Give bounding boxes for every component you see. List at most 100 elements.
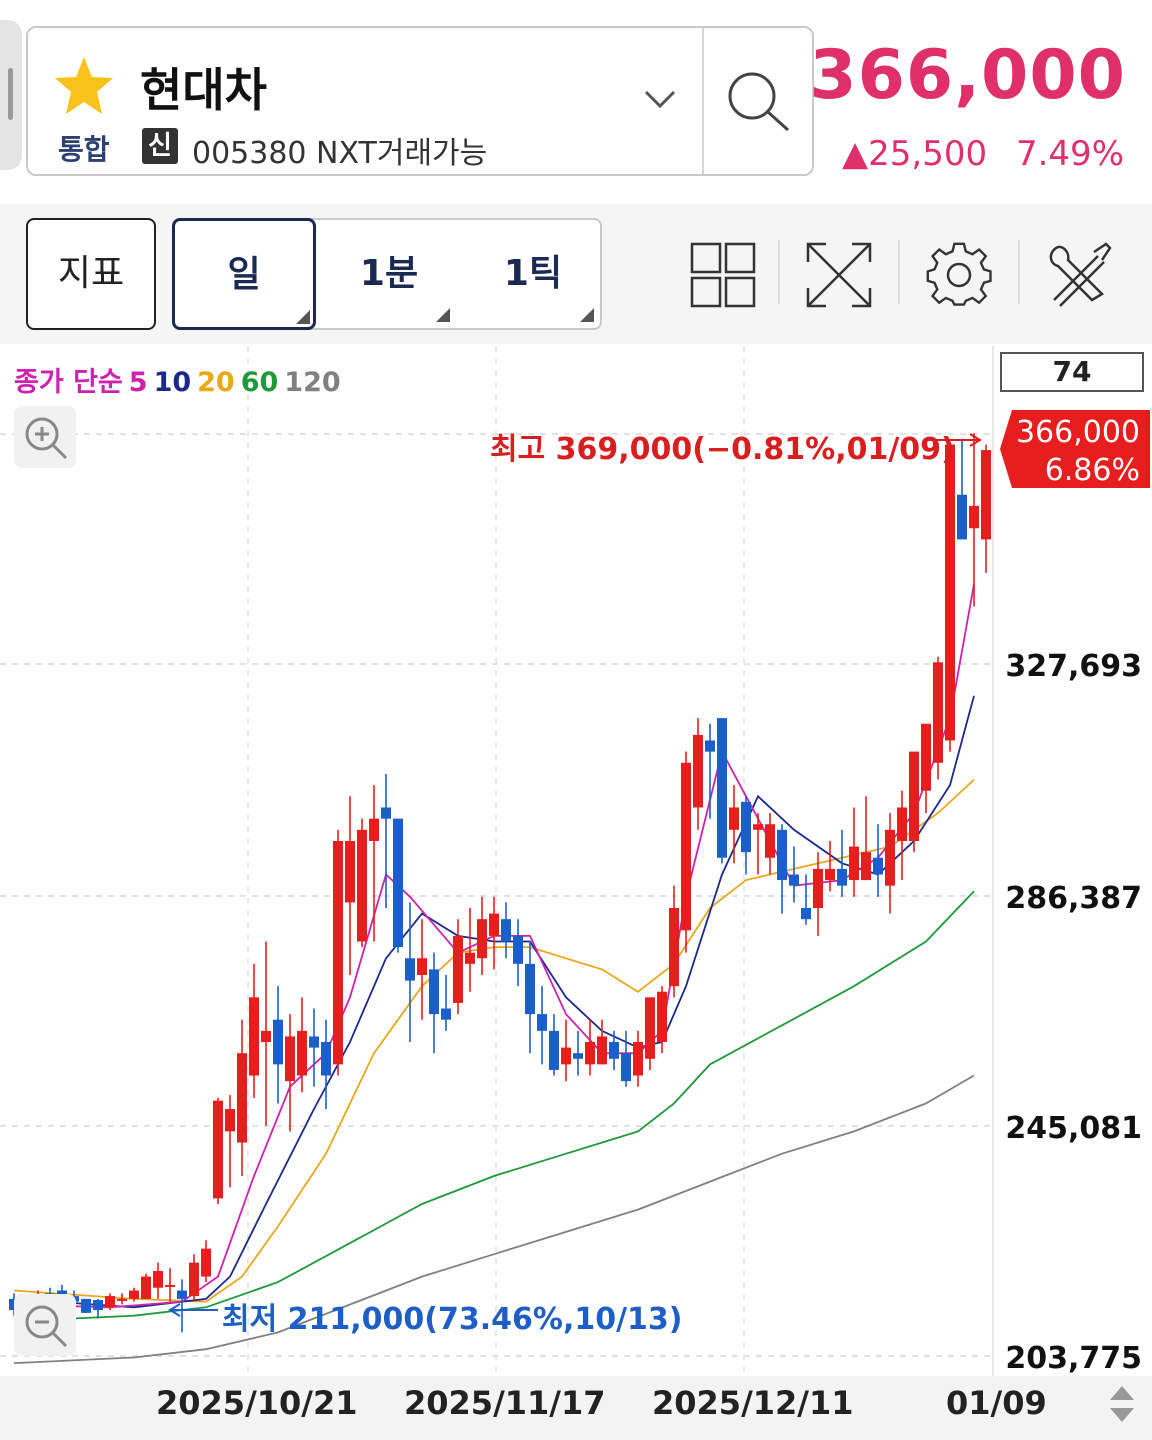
toolbar-separator <box>1018 240 1020 304</box>
candle <box>921 723 931 814</box>
candle-body <box>585 1042 595 1065</box>
candle <box>345 796 355 976</box>
gear-icon[interactable] <box>924 240 994 310</box>
y-tick-label: 203,775 <box>1005 1341 1142 1376</box>
x-tick-label: 2025/11/17 <box>404 1384 606 1422</box>
candle-body <box>261 1030 271 1043</box>
tab-daily[interactable]: 일 <box>172 218 316 330</box>
stock-code: 005380 NXT거래가능 <box>192 136 488 171</box>
candle-body <box>861 852 871 881</box>
candle-body <box>789 874 799 886</box>
candle-body <box>117 1298 127 1301</box>
candle-body <box>513 935 523 964</box>
candle-body <box>825 868 835 881</box>
tab-1min[interactable]: 1분 <box>359 253 419 294</box>
chevron-down-icon[interactable] <box>642 86 678 114</box>
candle <box>897 790 907 881</box>
candle <box>861 796 871 881</box>
candle-body <box>981 450 991 540</box>
candle-body <box>405 958 415 981</box>
y-tick-label: 327,693 <box>1005 649 1142 684</box>
candle-body <box>945 444 955 741</box>
candle-body <box>105 1296 115 1308</box>
candle-body <box>633 1042 643 1076</box>
candle <box>741 796 751 875</box>
search-divider <box>702 28 704 174</box>
daily-corner-mark <box>296 310 310 324</box>
scroll-arrows-icon[interactable] <box>1100 1382 1144 1426</box>
candle-body <box>141 1276 151 1299</box>
candle-body <box>153 1270 163 1288</box>
candle-body <box>681 762 691 931</box>
candle <box>789 846 799 903</box>
stock-name: 현대차 <box>140 63 267 117</box>
candle <box>561 1019 571 1082</box>
zoom-out-icon <box>25 1305 68 1348</box>
candle-body <box>813 868 823 908</box>
candle-body <box>177 1290 187 1299</box>
candle <box>633 1030 643 1087</box>
price-chart[interactable]: 327,693 286,387 245,081 203,775 <box>0 346 1152 1376</box>
zoom-out-button[interactable] <box>14 1294 76 1356</box>
candle-body <box>765 824 775 858</box>
candle <box>417 919 427 1020</box>
layout-grid-icon[interactable] <box>688 240 758 310</box>
flag-price: 366,000 <box>1016 415 1140 450</box>
candle <box>273 986 283 1104</box>
zoom-in-icon <box>25 417 68 460</box>
candle-body <box>753 824 763 830</box>
candle-body <box>369 818 379 841</box>
candle-body <box>189 1262 199 1297</box>
candle <box>165 1268 175 1302</box>
candle <box>573 1030 583 1076</box>
candle <box>621 1030 631 1087</box>
indicator-button[interactable]: 지표 <box>26 218 156 330</box>
candle <box>765 813 775 875</box>
x-tick-label: 2025/10/21 <box>156 1384 358 1422</box>
candle <box>453 919 463 1015</box>
candle <box>957 438 967 540</box>
candle <box>405 902 415 1043</box>
tab-1tick[interactable]: 1틱 <box>503 253 563 294</box>
side-drawer-handle[interactable] <box>0 20 22 170</box>
candle-body <box>501 919 511 942</box>
candle <box>357 818 367 948</box>
candle <box>381 773 391 908</box>
star-icon[interactable] <box>52 54 116 118</box>
candle <box>585 1019 595 1076</box>
candle-body <box>537 1014 547 1031</box>
candle <box>285 1014 295 1132</box>
candle <box>729 785 739 864</box>
candle-body <box>969 505 979 529</box>
candle <box>933 656 943 780</box>
candle <box>909 751 919 853</box>
fullscreen-icon[interactable] <box>804 240 874 310</box>
candle <box>297 997 307 1093</box>
candle <box>981 444 991 573</box>
candle-body <box>909 751 919 841</box>
candle-body <box>237 1053 247 1143</box>
tools-icon[interactable] <box>1044 240 1114 310</box>
candle-body <box>333 840 343 1065</box>
candle-body <box>801 907 811 920</box>
candle <box>885 813 895 914</box>
candle-body <box>321 1042 331 1076</box>
candle <box>105 1293 115 1311</box>
candle <box>429 952 439 1054</box>
candle-body <box>921 723 931 791</box>
candle-body <box>897 807 907 841</box>
candle-body <box>777 829 787 881</box>
candle <box>717 718 727 864</box>
candle-body <box>873 857 883 875</box>
candle-body <box>597 1036 607 1065</box>
period-selector: 일 1분 1틱 <box>172 218 602 330</box>
toolbar-separator <box>898 240 900 304</box>
candle <box>189 1254 199 1302</box>
price-change: ▲25,500 <box>842 134 988 174</box>
high-price-annotation: 최고 369,000(−0.81%,01/09) <box>490 432 955 467</box>
search-icon[interactable] <box>724 68 794 138</box>
zoom-in-button[interactable] <box>14 406 76 468</box>
stock-search-box[interactable]: 현대차 통합 신 005380 NXT거래가능 <box>26 26 814 176</box>
candle-body <box>549 1030 559 1070</box>
candle <box>441 975 451 1031</box>
